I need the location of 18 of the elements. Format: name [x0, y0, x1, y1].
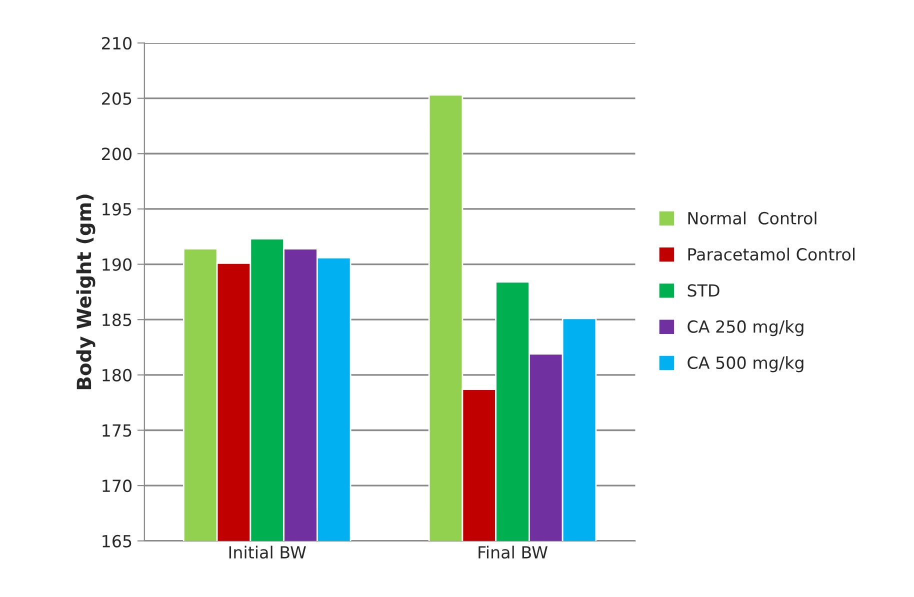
y-tick-label: 190 [102, 258, 132, 271]
y-tick-label: 210 [102, 36, 132, 50]
y-tick-label: 205 [102, 92, 132, 105]
legend-label: Paracetamol Control [688, 248, 854, 261]
y-tick-label: 170 [102, 480, 132, 492]
y-tick-label: 195 [102, 202, 132, 216]
y-tick-label: 185 [102, 314, 132, 326]
legend-label: Normal Control [688, 212, 816, 225]
x-tick-label: Final BW [478, 546, 548, 559]
y-tick-label: 165 [102, 534, 132, 548]
x-tick-label: Initial BW [229, 546, 306, 559]
y-tick-label: 175 [102, 424, 132, 437]
y-tick-label: 180 [102, 368, 132, 382]
legend-label: STD [688, 284, 720, 297]
legend-label: CA 250 mg/kg [688, 320, 804, 336]
legend-label: CA 500 mg/kg [688, 356, 804, 372]
y-tick-label: 200 [102, 148, 132, 160]
y-axis-title: Body Weight (gm) [76, 194, 96, 390]
